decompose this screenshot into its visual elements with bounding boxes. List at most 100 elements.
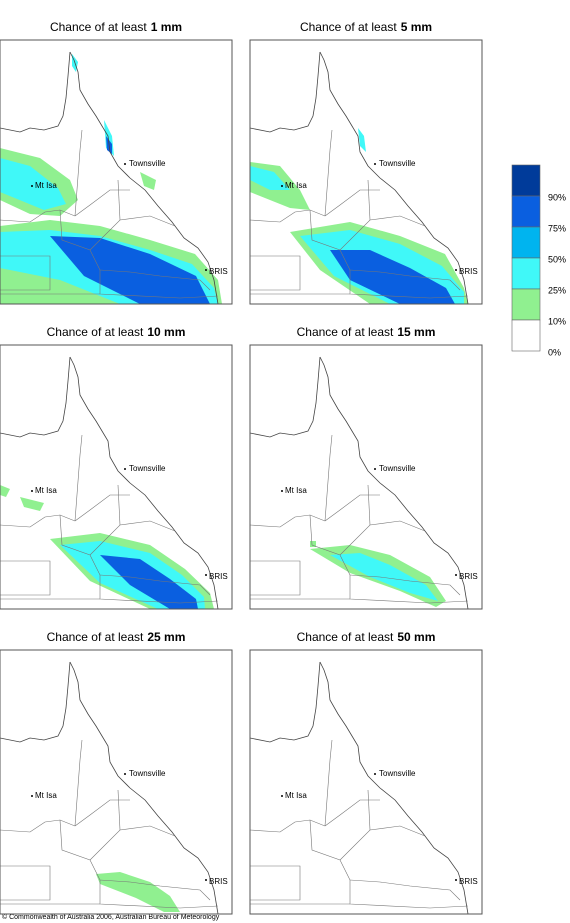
- border: [324, 494, 380, 522]
- border: [309, 514, 351, 576]
- border: [74, 494, 130, 522]
- border: [99, 574, 211, 596]
- map-frame: [0, 344, 233, 610]
- map-frame: [0, 39, 233, 305]
- rain-area: [20, 497, 44, 511]
- border: [349, 269, 461, 291]
- place-label: Mt Isa: [35, 791, 57, 800]
- title-amount: 10 mm: [147, 325, 185, 339]
- place-label: Townsville: [379, 464, 416, 473]
- place-dot: [205, 879, 207, 881]
- place-dot: [455, 574, 457, 576]
- rain-area: [250, 166, 290, 190]
- border: [349, 880, 469, 909]
- border: [0, 255, 51, 291]
- border: [0, 209, 76, 223]
- border: [309, 819, 351, 881]
- place-label: BRIS: [209, 877, 228, 886]
- border: [89, 825, 176, 861]
- border: [324, 739, 333, 827]
- place-label: BRIS: [209, 572, 228, 581]
- border: [250, 255, 301, 291]
- place-label: Townsville: [129, 769, 166, 778]
- border: [74, 799, 130, 827]
- border: [349, 879, 461, 901]
- border: [367, 179, 371, 221]
- map-frame: [0, 649, 233, 915]
- coastline: [0, 51, 71, 133]
- border: [99, 880, 219, 909]
- legend-label: 75%: [548, 223, 566, 233]
- place-dot: [31, 490, 33, 492]
- place-dot: [124, 468, 126, 470]
- title-text: Chance of at least: [300, 20, 397, 34]
- border: [339, 825, 426, 861]
- rain-area: [0, 158, 66, 210]
- legend-swatch: [511, 257, 541, 290]
- border: [59, 819, 101, 881]
- place-label: Townsville: [129, 159, 166, 168]
- footer: © Commonwealth of Australia 2006, Austra…: [2, 913, 220, 921]
- place-dot: [31, 185, 33, 187]
- map-frame: [249, 39, 483, 305]
- map-panel: Chance of at least 25 mm Townsville Mt Isa B…: [0, 630, 233, 915]
- map-panel: Chance of at least 50 mm Townsville Mt Isa B…: [249, 630, 483, 915]
- border: [89, 215, 176, 251]
- legend-label: 25%: [548, 285, 566, 295]
- rain-area: [330, 250, 455, 304]
- map-frame: [249, 649, 483, 915]
- border: [324, 434, 333, 522]
- border: [0, 865, 51, 901]
- legend-swatch: [511, 288, 541, 321]
- coastline: [319, 661, 469, 915]
- place-dot: [31, 795, 33, 797]
- legend-swatch: [511, 195, 541, 228]
- legend-swatch: [511, 164, 541, 197]
- title-text: Chance of at least: [47, 630, 144, 644]
- place-label: Mt Isa: [285, 486, 307, 495]
- place-label: BRIS: [459, 877, 478, 886]
- border: [117, 179, 121, 221]
- legend-swatch: [511, 319, 541, 352]
- border: [367, 484, 371, 526]
- map-frame: [0, 649, 233, 915]
- place-label: Mt Isa: [285, 791, 307, 800]
- border: [117, 484, 121, 526]
- coastline: [249, 661, 321, 743]
- coastline: [249, 356, 321, 438]
- panel-title: Chance of at least 50 mm: [297, 630, 436, 644]
- border: [74, 739, 83, 827]
- border: [74, 189, 130, 217]
- legend-label: 10%: [548, 316, 566, 326]
- place-dot: [455, 879, 457, 881]
- border: [74, 434, 83, 522]
- border: [59, 514, 101, 576]
- place-dot: [374, 163, 376, 165]
- map-panel: Chance of at least 1 mm Townsville Mt Isa BR…: [0, 20, 233, 305]
- border: [0, 819, 76, 833]
- coastline: [69, 51, 219, 305]
- border: [339, 215, 426, 251]
- place-dot: [455, 269, 457, 271]
- title-amount: 50 mm: [397, 630, 435, 644]
- border: [249, 209, 326, 223]
- place-dot: [205, 574, 207, 576]
- place-dot: [124, 163, 126, 165]
- border: [59, 209, 101, 271]
- rain-area: [358, 128, 366, 152]
- map-panel: Chance of at least 15 mm Townsville Mt Isa B…: [249, 325, 483, 610]
- title-text: Chance of at least: [297, 630, 394, 644]
- coastline: [319, 356, 469, 610]
- rain-area: [310, 541, 316, 547]
- legend-swatch: [511, 226, 541, 259]
- place-dot: [281, 795, 283, 797]
- border: [349, 270, 469, 299]
- place-label: Townsville: [379, 769, 416, 778]
- border: [89, 520, 176, 556]
- border: [250, 865, 301, 901]
- title-amount: 1 mm: [151, 20, 182, 34]
- place-label: Mt Isa: [35, 486, 57, 495]
- border: [249, 819, 326, 833]
- panel-title: Chance of at least 10 mm: [47, 325, 186, 339]
